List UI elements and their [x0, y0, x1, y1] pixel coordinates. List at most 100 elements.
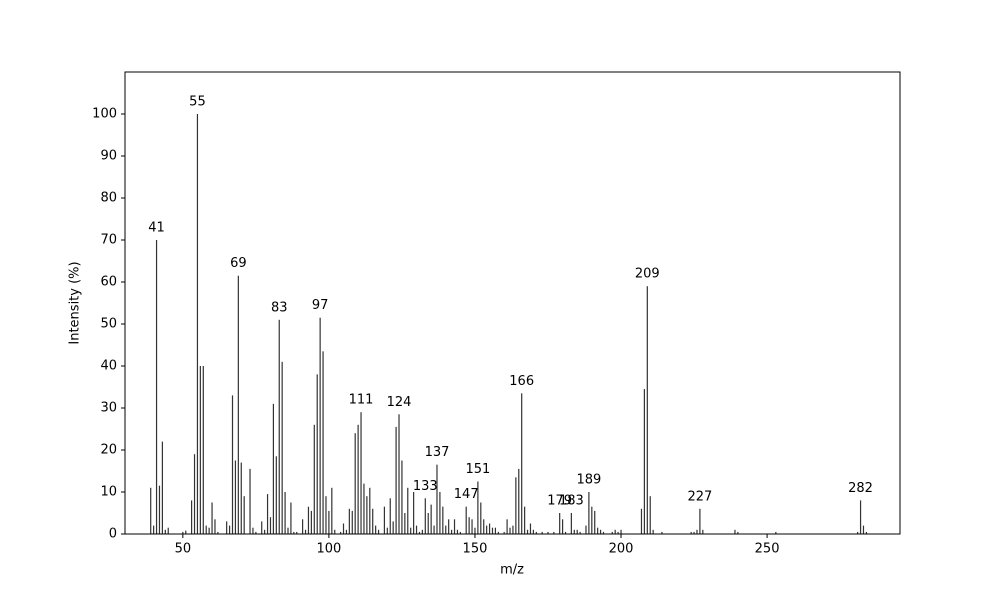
- bar: [217, 531, 219, 534]
- peak-label: 69: [230, 256, 247, 271]
- bar: [290, 502, 292, 534]
- y-tick-label: 50: [100, 317, 117, 332]
- bar: [775, 531, 777, 534]
- bar: [375, 525, 377, 534]
- bar: [570, 513, 572, 534]
- bar: [585, 525, 587, 534]
- peak-label: 227: [687, 489, 712, 504]
- bar: [509, 527, 511, 534]
- bar: [430, 504, 432, 534]
- bar: [278, 319, 280, 534]
- bar: [191, 500, 193, 534]
- bar: [524, 506, 526, 534]
- bar: [199, 366, 201, 534]
- bar: [471, 519, 473, 534]
- bar: [553, 531, 555, 534]
- bar: [649, 496, 651, 534]
- bar: [448, 519, 450, 534]
- bar: [515, 477, 517, 534]
- bar: [360, 412, 362, 534]
- x-tick-label: 200: [609, 542, 634, 557]
- peak-label: 179: [547, 494, 572, 509]
- bar: [453, 519, 456, 534]
- bar: [611, 531, 613, 534]
- bar: [404, 513, 406, 534]
- bar: [415, 525, 418, 534]
- bar: [266, 494, 269, 534]
- bar: [401, 460, 403, 534]
- y-tick-label: 100: [92, 107, 117, 122]
- bar: [617, 531, 619, 534]
- bar: [345, 529, 348, 534]
- peak-label: 97: [312, 298, 329, 313]
- bar: [547, 531, 549, 534]
- y-tick-label: 40: [100, 359, 117, 374]
- bar: [249, 468, 251, 534]
- bar: [442, 506, 444, 534]
- y-tick-label: 20: [100, 443, 117, 458]
- peak-label: 124: [387, 395, 412, 410]
- bar: [193, 454, 196, 534]
- bar: [153, 525, 155, 534]
- bar: [529, 523, 532, 534]
- bar: [202, 366, 204, 534]
- bar: [392, 521, 394, 534]
- bar: [614, 529, 616, 534]
- x-tick-label: 150: [463, 542, 488, 557]
- bar: [433, 525, 435, 534]
- bar: [231, 395, 234, 534]
- bar: [699, 508, 701, 534]
- bar: [357, 424, 359, 534]
- bar: [158, 485, 161, 534]
- peak-label: 189: [576, 473, 601, 488]
- bar: [155, 240, 158, 534]
- bar: [339, 531, 342, 534]
- bar: [313, 424, 315, 534]
- bar: [474, 527, 476, 534]
- bar: [196, 114, 199, 534]
- bar: [161, 441, 163, 534]
- bar: [439, 492, 441, 534]
- bar: [413, 492, 415, 534]
- bar: [491, 527, 494, 534]
- peak-label: 209: [635, 267, 660, 282]
- bar: [302, 519, 304, 534]
- bar: [264, 529, 266, 534]
- bar: [418, 531, 421, 534]
- bar: [252, 527, 254, 534]
- bar: [497, 531, 499, 534]
- bar: [228, 525, 231, 534]
- bar: [620, 529, 622, 534]
- bar: [272, 403, 274, 534]
- bar: [369, 487, 371, 534]
- y-axis-label: Intensity (%): [68, 261, 83, 344]
- bar: [167, 527, 169, 534]
- bar: [576, 529, 578, 534]
- peak-label: 111: [349, 393, 374, 408]
- bar: [865, 531, 868, 534]
- bar: [310, 510, 312, 534]
- bar: [322, 351, 324, 534]
- bar: [512, 525, 514, 534]
- bar: [602, 531, 605, 534]
- bar: [237, 275, 239, 534]
- peak-label: 133: [413, 479, 438, 494]
- bar: [240, 462, 242, 534]
- bar: [293, 531, 295, 534]
- bar: [410, 527, 412, 534]
- x-tick-label: 50: [175, 542, 192, 557]
- bar: [734, 529, 736, 534]
- plot-frame: [124, 71, 901, 535]
- bar: [307, 506, 310, 534]
- bar: [588, 492, 590, 534]
- bar: [185, 530, 187, 534]
- bar: [652, 529, 654, 534]
- bar: [304, 529, 307, 534]
- peak-label: 166: [509, 374, 534, 389]
- bar: [150, 487, 152, 534]
- bar: [594, 510, 596, 534]
- bar: [573, 529, 575, 534]
- bar: [214, 519, 216, 534]
- bar: [862, 525, 865, 534]
- bar: [389, 498, 391, 534]
